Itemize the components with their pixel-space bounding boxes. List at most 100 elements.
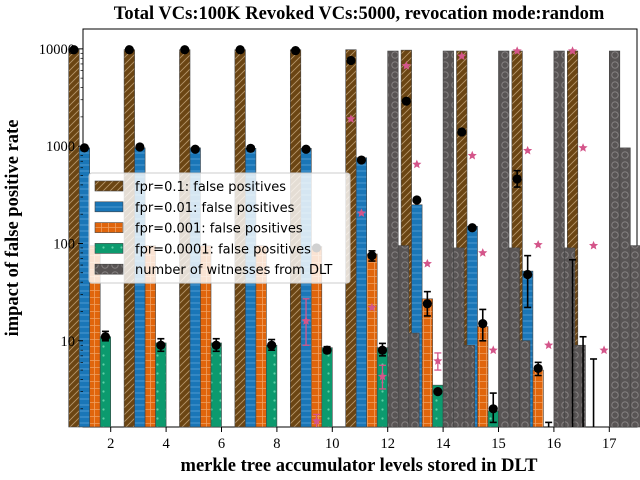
y-tick-label: 10 xyxy=(61,334,76,350)
black-point-marker xyxy=(523,269,533,280)
x-tick-label: 2 xyxy=(107,436,114,452)
bar-hatch xyxy=(477,326,489,428)
black-point-marker xyxy=(377,345,388,355)
pink-star-marker xyxy=(346,114,356,123)
black-point-marker xyxy=(412,195,422,205)
pink-star-marker xyxy=(301,316,311,325)
x-tick-label: 6 xyxy=(218,436,225,452)
bar-hatch xyxy=(608,50,621,428)
black-point-marker xyxy=(235,45,245,55)
black-point-marker xyxy=(478,319,488,329)
black-point-marker xyxy=(246,143,256,153)
legend-swatch-hatch xyxy=(94,263,124,275)
black-point-marker xyxy=(356,155,367,165)
y-tick-label: 100 xyxy=(53,236,75,252)
bar-hatch xyxy=(498,50,510,428)
pink-star-marker xyxy=(401,60,411,70)
black-point-marker xyxy=(180,45,190,55)
bar-hatch xyxy=(619,147,631,428)
pink-star-marker xyxy=(311,416,322,425)
bar-hatch xyxy=(155,342,167,428)
bar-hatch xyxy=(519,340,531,428)
pink-star-marker xyxy=(523,145,533,155)
y-tick-label: 1000 xyxy=(46,139,75,155)
pink-star-marker xyxy=(467,150,477,160)
bar-hatch xyxy=(574,344,586,428)
black-point-marker xyxy=(190,144,200,154)
bar-hatch xyxy=(463,344,475,428)
pink-star-marker xyxy=(412,159,422,169)
bar-hatch xyxy=(78,147,90,428)
black-point-marker xyxy=(488,404,498,414)
legend-swatch-hatch xyxy=(94,180,124,192)
pink-star-marker xyxy=(478,248,488,257)
pink-star-marker xyxy=(578,143,588,152)
black-point-marker xyxy=(135,142,145,152)
black-point-marker xyxy=(211,340,221,350)
bar-hatch xyxy=(99,336,111,428)
pink-star-marker xyxy=(567,46,578,55)
bar-hatch xyxy=(564,247,576,428)
bar-hatch xyxy=(397,245,410,428)
x-tick-label: 10 xyxy=(325,436,340,452)
black-point-marker xyxy=(367,251,377,261)
x-tick-label: 17 xyxy=(602,436,617,452)
bar-hatch xyxy=(321,347,333,428)
y-tick-label: 10000 xyxy=(39,42,75,58)
pink-star-marker xyxy=(367,302,377,312)
black-point-marker xyxy=(322,345,332,355)
x-tick-label: 14 xyxy=(436,436,451,452)
legend-label: number of witnesses from DLT xyxy=(135,263,332,278)
pink-star-marker xyxy=(422,258,432,268)
legend-label: fpr=0.1: false positives xyxy=(135,180,286,195)
x-tick-label: 4 xyxy=(162,436,170,452)
pink-star-marker xyxy=(512,46,522,55)
black-point-marker xyxy=(79,143,90,153)
legend-box xyxy=(88,172,351,284)
black-point-marker xyxy=(267,340,277,350)
black-point-marker xyxy=(124,45,134,55)
x-tick-label: 12 xyxy=(380,436,395,452)
black-point-marker xyxy=(467,223,477,233)
x-tick-label: 8 xyxy=(273,436,280,452)
black-point-marker xyxy=(346,55,356,66)
bar-hatch xyxy=(442,50,454,428)
black-point-marker xyxy=(533,363,543,374)
black-point-marker xyxy=(457,127,467,137)
bar-hatch xyxy=(453,247,465,428)
bar-hatch xyxy=(355,157,368,428)
bar-hatch xyxy=(553,50,565,428)
legend-label: fpr=0.01: false positives xyxy=(135,201,295,216)
legend-swatch-hatch xyxy=(94,201,124,213)
black-point-marker xyxy=(422,299,432,309)
pink-star-marker xyxy=(457,51,467,61)
black-point-marker xyxy=(156,340,166,350)
y-axis-label: impact of false positive rate xyxy=(3,120,23,337)
bar-hatch xyxy=(421,298,433,428)
black-point-marker xyxy=(401,96,411,106)
legend: fpr=0.1: false positives fpr=0.01: false … xyxy=(88,172,351,284)
bar-hatch xyxy=(210,342,222,428)
bar-hatch xyxy=(387,50,399,428)
legend-swatch-hatch xyxy=(94,222,124,233)
chart-title: Total VCs:100K Revoked VCs:5000, revocat… xyxy=(114,4,605,24)
black-point-marker xyxy=(433,387,443,397)
pink-star-marker xyxy=(533,239,543,249)
bar-hatch xyxy=(366,253,378,428)
legend-swatch-hatch xyxy=(94,243,124,254)
pink-star-marker xyxy=(599,345,609,355)
black-point-marker xyxy=(100,332,111,342)
ticks-layer: 10 100 1000 10000 2 4 6 8 10 12 14 15 16 17 xyxy=(39,42,617,452)
pink-star-marker xyxy=(488,345,498,355)
legend-label: fpr=0.0001: false positives xyxy=(135,242,311,257)
bar-hatch xyxy=(408,332,420,428)
pink-star-marker xyxy=(588,240,599,250)
pink-star-marker xyxy=(544,340,554,350)
bar-hatch xyxy=(266,344,278,428)
black-point-marker xyxy=(512,174,522,184)
pink-star-marker xyxy=(377,371,388,381)
legend-label: fpr=0.001: false positives xyxy=(135,222,303,237)
pink-star-marker xyxy=(433,356,443,365)
bar-hatch xyxy=(532,369,544,428)
